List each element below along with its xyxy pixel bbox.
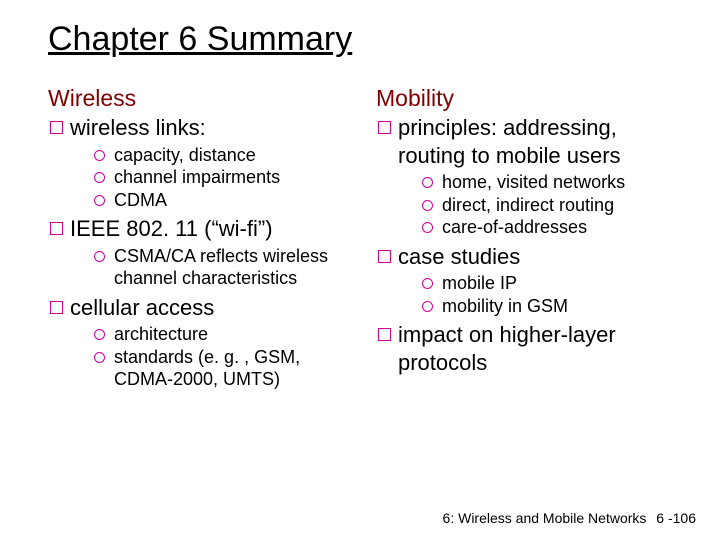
sublist-item: capacity, distance [94, 144, 352, 167]
list-item: cellular access architecture standards (… [48, 294, 352, 391]
sublist-item: care-of-addresses [422, 216, 680, 239]
sublist-item: architecture [94, 323, 352, 346]
sublist-item: mobile IP [422, 272, 680, 295]
footer-text: 6: Wireless and Mobile Networks [443, 510, 647, 526]
left-list: wireless links: capacity, distance chann… [48, 114, 352, 391]
sublist-item: home, visited networks [422, 171, 680, 194]
right-column: Mobility principles: addressing, routing… [376, 85, 680, 395]
sublist-item: standards (e. g. , GSM, CDMA-2000, UMTS) [94, 346, 352, 391]
footer-page: 6 -106 [656, 510, 696, 526]
list-item: case studies mobile IP mobility in GSM [376, 243, 680, 318]
sublist-item: mobility in GSM [422, 295, 680, 318]
list-item: wireless links: capacity, distance chann… [48, 114, 352, 211]
list-item-label: cellular access [70, 295, 214, 320]
list-item: principles: addressing, routing to mobil… [376, 114, 680, 239]
columns: Wireless wireless links: capacity, dista… [48, 85, 680, 395]
sublist: capacity, distance channel impairments C… [70, 144, 352, 212]
sublist-item: direct, indirect routing [422, 194, 680, 217]
right-list: principles: addressing, routing to mobil… [376, 114, 680, 376]
list-item-label: principles: addressing, routing to mobil… [398, 115, 621, 168]
list-item: IEEE 802. 11 (“wi-fi”) CSMA/CA reflects … [48, 215, 352, 290]
sublist: home, visited networks direct, indirect … [398, 171, 680, 239]
sublist-item: channel impairments [94, 166, 352, 189]
list-item: impact on higher-layer protocols [376, 321, 680, 376]
list-item-label: case studies [398, 244, 520, 269]
sublist-item: CDMA [94, 189, 352, 212]
list-item-label: wireless links: [70, 115, 206, 140]
sublist-item: CSMA/CA reflects wireless channel charac… [94, 245, 352, 290]
footer: 6: Wireless and Mobile Networks 6 -106 [443, 510, 696, 526]
list-item-label: IEEE 802. 11 (“wi-fi”) [70, 216, 273, 241]
sublist: CSMA/CA reflects wireless channel charac… [70, 245, 352, 290]
page-title: Chapter 6 Summary [48, 20, 680, 59]
right-heading: Mobility [376, 85, 680, 112]
sublist: mobile IP mobility in GSM [398, 272, 680, 317]
sublist: architecture standards (e. g. , GSM, CDM… [70, 323, 352, 391]
list-item-label: impact on higher-layer protocols [398, 322, 616, 375]
left-heading: Wireless [48, 85, 352, 112]
left-column: Wireless wireless links: capacity, dista… [48, 85, 352, 395]
